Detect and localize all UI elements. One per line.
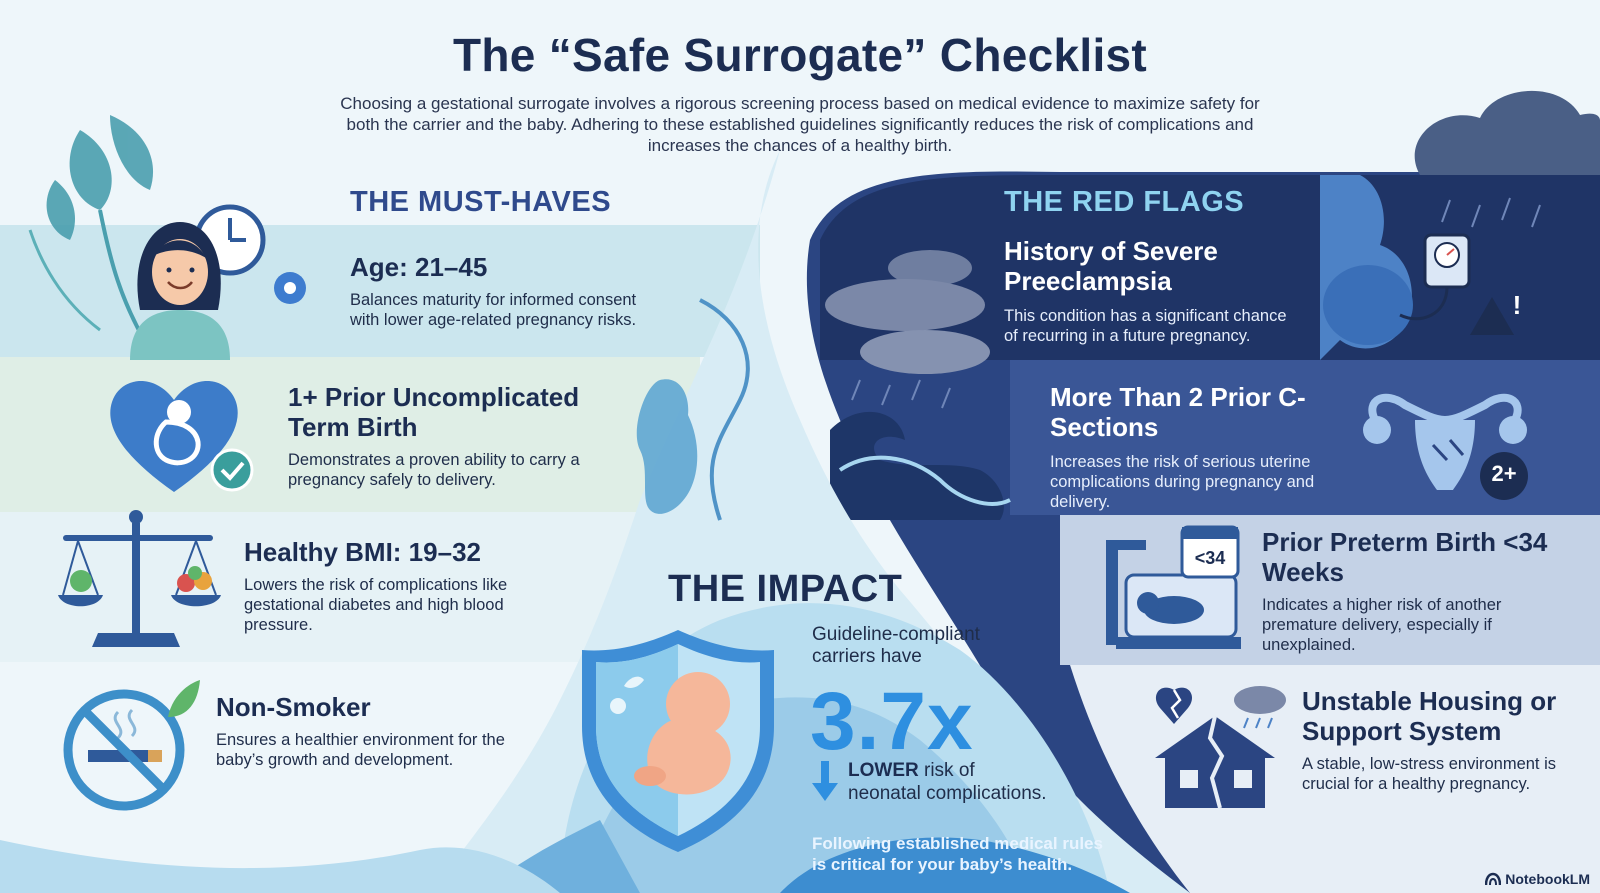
impact-outcome-text: neonatal complications. [848,783,1047,804]
must-item-desc: Ensures a healthier environment for the … [216,731,505,769]
brand-label: NotebookLM [1505,871,1590,887]
impact-risk-line: LOWER risk of [848,760,975,782]
shield-baby-icon [582,630,774,852]
no-smoking-icon [63,680,200,811]
flag-item-desc: Indicates a higher risk of another prema… [1262,596,1502,654]
must-item-desc: Balances maturity for informed consent w… [350,291,637,329]
red-flags-heading: THE RED FLAGS [1004,186,1245,218]
must-item-prior-birth: 1+ Prior Uncomplicated Term Birth Demons… [288,382,628,490]
flag-item-title: Unstable Housing or Support System [1302,686,1557,746]
must-item-bmi: Healthy BMI: 19–32 Lowers the risk of co… [244,537,544,635]
must-item-non-smoker: Non-Smoker Ensures a healthier environme… [216,692,516,770]
flag-item-desc: A stable, low-stress environment is cruc… [1302,755,1557,793]
flag-badge-alert: ! [1512,290,1522,320]
woman-clock-icon [130,204,306,360]
brand-watermark: NotebookLM [1485,871,1590,887]
heart-baby-check-icon [110,381,254,492]
must-item-title: Age: 21–45 [350,252,488,282]
flag-badge-count: 2+ [1491,461,1517,486]
flag-item-housing: Unstable Housing or Support System A sta… [1302,686,1582,794]
flag-item-csections: More Than 2 Prior C-Sections Increases t… [1050,382,1370,512]
impact-lead-text: Guideline-compliant carriers have [812,624,980,667]
impact-footer: Following established medical rules is c… [812,834,1103,874]
flag-item-preterm: Prior Preterm Birth <34 Weeks Indicates … [1262,527,1562,655]
must-item-title: Healthy BMI: 19–32 [244,537,481,567]
flag-item-desc: Increases the risk of serious uterine co… [1050,453,1315,511]
impact-emphasis: LOWER [848,760,919,781]
flag-badge-weeks: <34 [1194,548,1226,568]
flag-item-desc: This condition has a significant chance … [1004,307,1287,345]
intro-paragraph: Choosing a gestational surrogate involve… [340,94,1260,155]
must-item-desc: Lowers the risk of complications like ge… [244,576,508,634]
must-item-title: Non-Smoker [216,692,371,722]
broken-house-icon [1155,686,1286,809]
notebooklm-logo-icon [1485,872,1502,886]
impact-heading: THE IMPACT [668,568,903,610]
page-title: The “Safe Surrogate” Checklist [452,29,1148,81]
balance-scale-icon [58,510,221,647]
down-arrow-icon [812,761,838,801]
pregnant-bp-monitor-icon [1320,175,1514,360]
flag-item-preeclampsia: History of Severe Preeclampsia This cond… [1004,236,1304,346]
must-item-desc: Demonstrates a proven ability to carry a… [288,451,580,489]
impact-risk-text: risk of [918,760,975,781]
impact-value: 3.7x [810,676,974,767]
uterus-icon [1363,393,1527,490]
flag-item-title: History of Severe Preeclampsia [1004,236,1218,296]
must-haves-heading: THE MUST-HAVES [350,186,612,218]
incubator-icon [1106,525,1241,649]
flag-item-title: Prior Preterm Birth <34 Weeks [1262,527,1548,587]
must-item-age: Age: 21–45 Balances maturity for informe… [350,252,670,330]
flag-item-title: More Than 2 Prior C-Sections [1050,382,1306,442]
count-badge [1480,452,1528,500]
must-item-title: 1+ Prior Uncomplicated Term Birth [288,382,580,442]
